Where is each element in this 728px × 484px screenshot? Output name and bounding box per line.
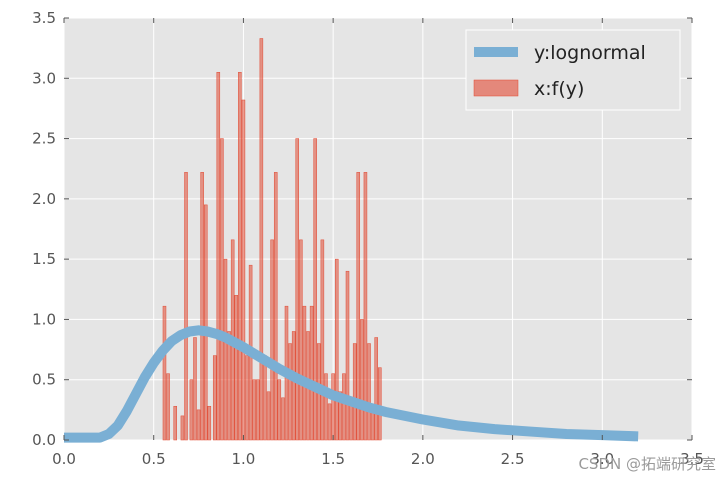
histogram-bar: [334, 258, 339, 441]
histogram-bar: [227, 331, 231, 441]
histogram-bar: [281, 397, 285, 441]
x-tick-label: 3.0: [590, 450, 614, 468]
histogram-bar: [252, 379, 256, 441]
y-tick-label: 0.5: [32, 371, 56, 389]
histogram-bar: [207, 405, 212, 441]
histogram-bar: [193, 337, 197, 441]
histogram-bar: [277, 379, 282, 441]
y-tick-label: 2.5: [32, 130, 56, 148]
histogram-bar: [367, 343, 371, 441]
histogram-bar: [216, 72, 221, 441]
x-tick-label: 0.5: [142, 450, 166, 468]
histogram-bar: [342, 373, 346, 441]
histogram-bar: [273, 172, 278, 441]
histogram-bar: [166, 373, 170, 441]
histogram-bar: [189, 379, 194, 441]
histogram-bar: [378, 367, 382, 441]
x-tick-label: 0.0: [52, 450, 76, 468]
histogram-bar: [295, 138, 300, 441]
legend: y:lognormal x:f(y): [465, 29, 681, 111]
legend-label: x:f(y): [534, 78, 584, 100]
histogram-bar: [352, 343, 357, 441]
histogram-bar: [196, 409, 201, 441]
histogram-bar: [345, 270, 350, 441]
histogram-bar: [245, 355, 249, 441]
line-layer: [64, 325, 639, 443]
histogram-bar: [238, 72, 242, 441]
x-tick-label: 2.5: [501, 450, 525, 468]
x-tick-label: 3.5: [680, 450, 704, 468]
y-tick-label: 1.5: [32, 250, 56, 268]
histogram-bar: [259, 38, 264, 441]
histogram-bar: [234, 295, 239, 441]
histogram-bar: [173, 405, 177, 441]
histogram-bar: [327, 403, 332, 441]
histogram-bar: [313, 138, 317, 441]
histogram-bar: [212, 355, 217, 441]
histogram-bar: [320, 239, 325, 441]
histogram-bar: [270, 239, 274, 441]
legend-bar-swatch: [473, 79, 519, 97]
x-tick-label: 2.0: [411, 450, 435, 468]
histogram-bar: [349, 403, 353, 441]
histogram-bar: [241, 99, 246, 441]
x-tick-label: 1.5: [321, 450, 345, 468]
histogram-bar: [288, 343, 292, 441]
histogram-bar: [331, 373, 335, 441]
histogram-bar: [291, 331, 296, 441]
histogram-bar: [200, 172, 204, 441]
histogram-bar: [360, 319, 364, 441]
y-tick-label: 3.5: [32, 9, 56, 27]
y-tick-label: 0.0: [32, 431, 56, 449]
lognormal-line: [64, 325, 639, 443]
histogram-bar: [370, 409, 375, 441]
legend-box: [465, 29, 681, 111]
histogram-bar: [162, 305, 167, 441]
histogram-bar: [363, 172, 368, 441]
histogram-bar: [324, 373, 328, 441]
histogram-bar: [374, 337, 378, 441]
axes-layer: 0.0 0.5 1.0 1.5 2.0 2.5 3.0 3.5 0.0 0.5 1.0 1.5 2.0 2…: [32, 9, 704, 468]
histogram-bar: [302, 305, 307, 441]
y-tick-label: 1.0: [32, 310, 56, 328]
histogram-bar: [263, 355, 267, 441]
histogram-bar: [203, 204, 208, 441]
histogram-bar: [299, 239, 303, 441]
legend-label: y:lognormal: [534, 42, 646, 64]
histogram-bar: [256, 379, 260, 441]
histogram-bar: [180, 415, 185, 441]
histogram-bar: [223, 258, 228, 441]
y-tick-label: 2.0: [32, 190, 56, 208]
x-tick-label: 1.0: [231, 450, 255, 468]
y-tick-label: 3.0: [32, 69, 56, 87]
histogram-bar: [266, 391, 271, 441]
histogram-bar: [338, 391, 343, 441]
histogram-bar: [184, 172, 188, 441]
histogram-bar: [309, 305, 314, 441]
histogram-bar: [220, 138, 224, 441]
histogram-bar: [356, 172, 361, 441]
watermark: CSDN @拓端研究室: [578, 455, 716, 473]
